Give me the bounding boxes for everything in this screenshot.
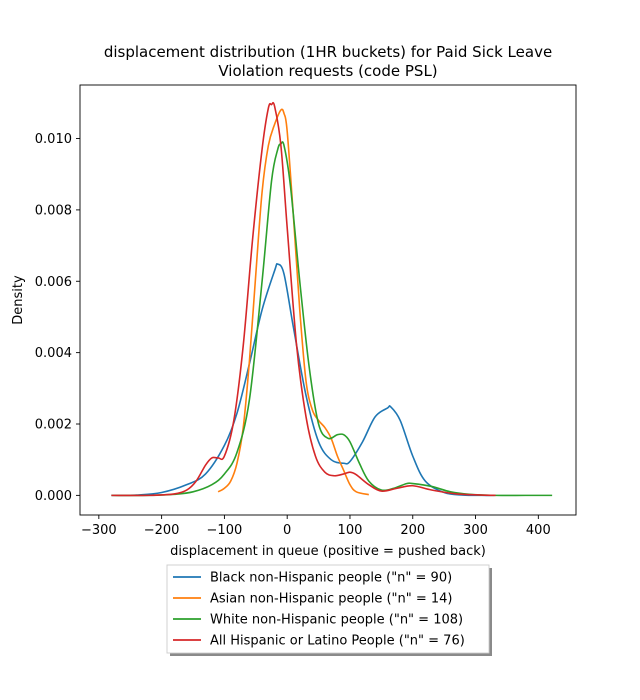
series-line-3 [111, 141, 553, 497]
legend-box [166, 564, 490, 654]
chart-title-line-1: displacement distribution (1HR buckets) … [104, 43, 552, 61]
legend-entry-label: White non-Hispanic people ("n" = 108) [210, 613, 463, 628]
y-tick-label: 0.002 [35, 418, 72, 433]
legend-entry-label: Asian non-Hispanic people ("n" = 14) [210, 592, 453, 607]
series-line-4 [111, 101, 496, 497]
x-tick-label: 400 [526, 523, 551, 538]
x-tick-label: 100 [338, 523, 363, 538]
legend-entry-label: Black non-Hispanic people ("n" = 90) [210, 571, 452, 586]
x-tick-label: 0 [283, 523, 291, 538]
y-tick-label: 0.004 [35, 346, 72, 361]
legend: Black non-Hispanic people ("n" = 90) Asia… [166, 564, 492, 656]
legend-entry-label: All Hispanic or Latino People ("n" = 76) [210, 634, 465, 649]
y-axis-label: Density [11, 275, 26, 325]
y-tick-label: 0.010 [35, 132, 72, 147]
x-tick-label: −300 [81, 523, 117, 538]
series-line-2 [217, 108, 369, 496]
chart-title-line-2: Violation requests (code PSL) [218, 62, 437, 80]
x-tick-label: 200 [400, 523, 425, 538]
x-tick-label: 300 [463, 523, 488, 538]
y-tick-label: 0.000 [35, 489, 72, 504]
series-line-1 [111, 263, 495, 497]
x-axis-label: displacement in queue (positive = pushed… [170, 544, 486, 559]
x-tick-label: −100 [207, 523, 243, 538]
y-tick-label: 0.006 [35, 275, 72, 290]
axes-frame [79, 84, 577, 516]
x-tick-label: −200 [144, 523, 180, 538]
y-tick-label: 0.008 [35, 203, 72, 218]
plot-area: −300 −200 −100 0 100 200 300 400 0.000 0.002 0.004… [35, 84, 577, 538]
